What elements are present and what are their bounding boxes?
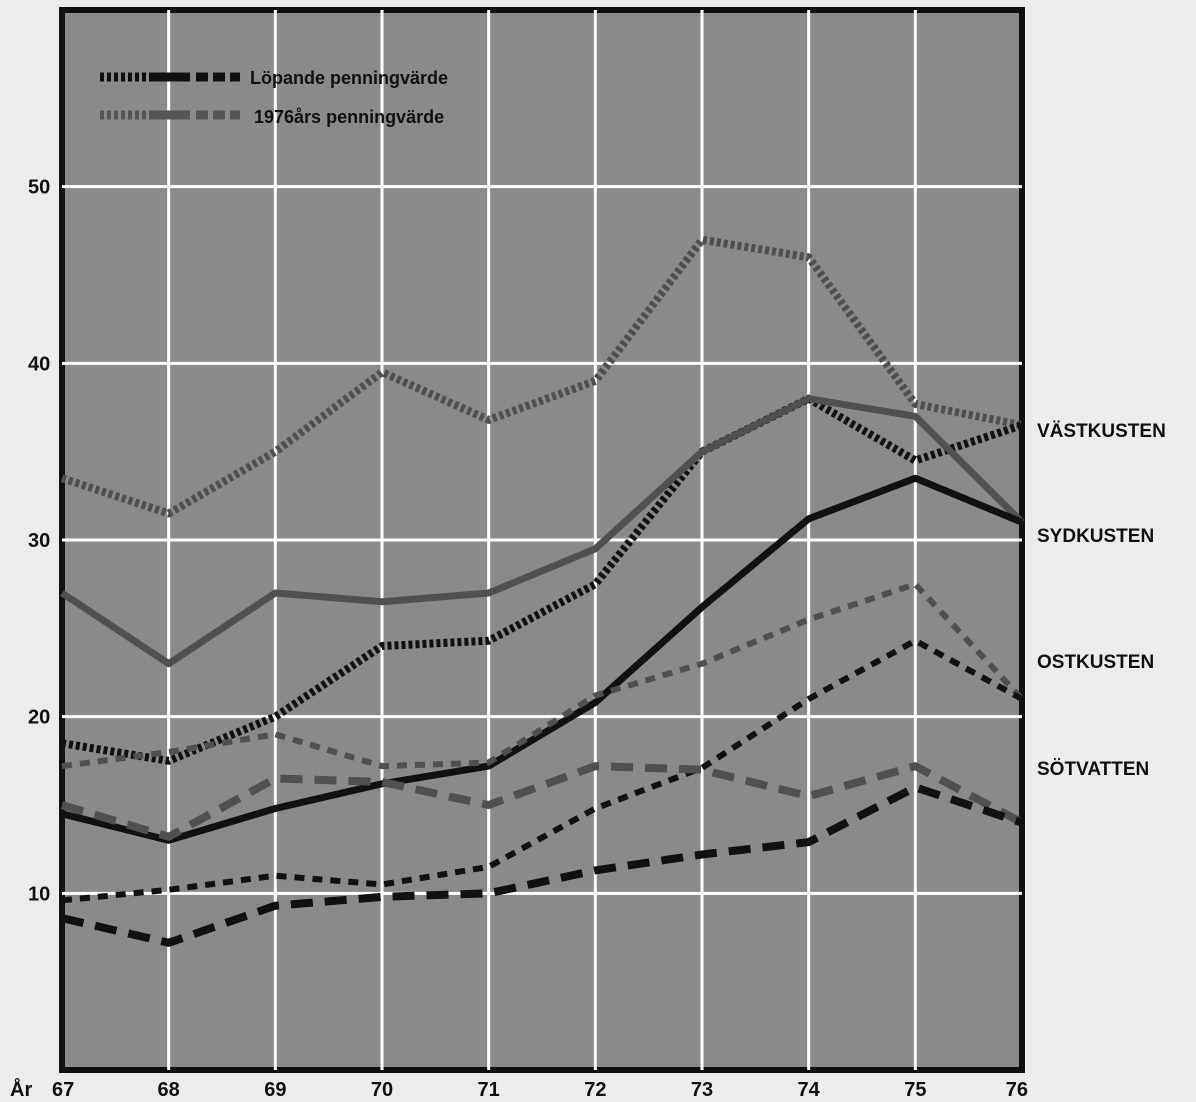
series-line-sydkusten-current xyxy=(61,474,1024,844)
y-tick-label: 40 xyxy=(28,353,50,375)
region-label-ostkusten: OSTKUSTEN xyxy=(1037,652,1154,673)
x-tick-label: 74 xyxy=(798,1079,821,1101)
y-tick-label: 50 xyxy=(28,177,50,199)
legend-label-current: Löpande penningvärde xyxy=(250,68,448,88)
y-tick-label: 30 xyxy=(28,530,50,552)
series-line-sydkusten-1976 xyxy=(60,395,1025,668)
x-tick-label: 68 xyxy=(158,1079,180,1101)
x-tick-label: 72 xyxy=(584,1079,606,1101)
x-tick-label: 70 xyxy=(371,1079,393,1101)
x-tick-label: 67 xyxy=(52,1079,74,1101)
x-tick-label: 73 xyxy=(691,1079,713,1101)
y-axis-ticks: 10 20 30 40 50 xyxy=(28,177,50,906)
series-line-västkusten-1976 xyxy=(60,235,1023,518)
region-label-sydkusten: SYDKUSTEN xyxy=(1037,526,1154,547)
legend-label-1976: 1976års penningvärde xyxy=(254,107,444,127)
x-tick-label: 69 xyxy=(264,1079,286,1101)
x-tick-label: 71 xyxy=(478,1079,500,1101)
x-axis-ticks: 67 68 69 70 71 72 73 74 75 76 xyxy=(52,1079,1028,1101)
grid-lines xyxy=(62,10,1022,1070)
y-tick-label: 10 xyxy=(28,883,50,905)
region-label-sötvatten: SÖTVATTEN xyxy=(1037,759,1149,780)
x-tick-label: 76 xyxy=(1006,1079,1028,1101)
region-labels: VÄSTKUSTEN SYDKUSTEN OSTKUSTEN SÖTVATTEN xyxy=(1037,421,1166,780)
series-line-sötvatten-current xyxy=(61,783,1024,947)
region-label-västkusten: VÄSTKUSTEN xyxy=(1037,421,1166,442)
x-axis-label: År xyxy=(10,1077,32,1101)
series-line-ostkusten-current xyxy=(61,637,1024,904)
series-line-sötvatten-1976 xyxy=(60,762,1024,841)
series-group xyxy=(60,235,1025,947)
legend: Löpande penningvärde 1976års penningvärd… xyxy=(100,68,448,127)
series-line-västkusten-current xyxy=(61,394,1024,765)
y-tick-label: 20 xyxy=(28,707,50,729)
x-tick-label: 75 xyxy=(904,1079,926,1101)
